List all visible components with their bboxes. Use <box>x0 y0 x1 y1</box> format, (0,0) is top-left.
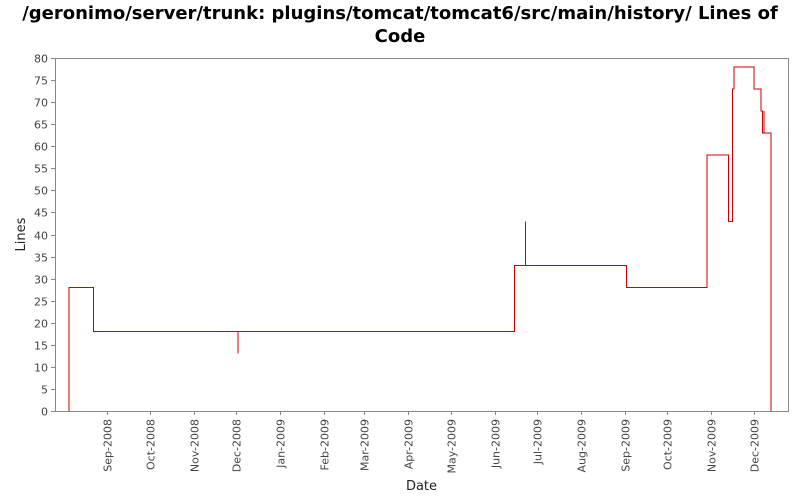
x-axis: Sep-2008 Oct-2008 Nov-2008 Dec-2008 Jan-2009… <box>102 411 762 474</box>
x-tick-label: Feb-2009 <box>319 419 332 470</box>
y-tick-label: 15 <box>34 340 48 353</box>
x-tick-label: Dec-2008 <box>231 419 244 472</box>
y-tick-label: 50 <box>34 185 48 198</box>
y-tick-label: 70 <box>34 97 48 110</box>
y-tick-label: 10 <box>34 362 48 375</box>
y-tick-label: 55 <box>34 163 48 176</box>
series-layer <box>68 66 772 411</box>
y-tick-label: 45 <box>34 207 48 220</box>
x-tick-label: Aug-2009 <box>576 419 589 472</box>
y-tick-label: 20 <box>34 318 48 331</box>
x-tick-label: Jun-2009 <box>490 419 503 469</box>
y-tick-label: 30 <box>34 274 48 287</box>
y-axis: 0 5 10 15 20 25 30 35 40 45 50 55 60 65 70 75 80 <box>34 53 55 419</box>
y-tick-label: 80 <box>34 53 48 66</box>
y-axis-title: Lines <box>14 217 29 251</box>
x-tick-label: Oct-2009 <box>662 419 675 470</box>
x-tick-label: Nov-2009 <box>706 419 719 472</box>
x-tick-label: Mar-2009 <box>359 419 372 471</box>
x-tick-label: Jul-2009 <box>532 419 545 465</box>
series-line-0 <box>68 66 772 411</box>
y-tick-label: 75 <box>34 75 48 88</box>
x-tick-label: Dec-2009 <box>749 419 762 472</box>
y-tick-label: 60 <box>34 141 48 154</box>
y-tick-label: 65 <box>34 119 48 132</box>
y-tick-label: 25 <box>34 296 48 309</box>
plot-area <box>55 58 789 412</box>
chart-title: /geronimo/server/trunk: plugins/tomcat/t… <box>22 3 778 47</box>
y-tick-label: 5 <box>41 384 48 397</box>
y-tick-label: 40 <box>34 230 48 243</box>
y-tick-label: 35 <box>34 252 48 265</box>
x-tick-label: Jan-2009 <box>275 419 288 469</box>
x-tick-label: Sep-2009 <box>620 419 633 472</box>
x-tick-label: Sep-2008 <box>102 419 115 472</box>
x-axis-title: Date <box>406 479 437 494</box>
x-tick-label: Apr-2009 <box>403 419 416 469</box>
y-tick-label: 0 <box>41 406 48 419</box>
x-tick-label: Oct-2008 <box>145 419 158 470</box>
x-tick-label: May-2009 <box>446 419 459 474</box>
x-tick-label: Nov-2008 <box>189 419 202 472</box>
